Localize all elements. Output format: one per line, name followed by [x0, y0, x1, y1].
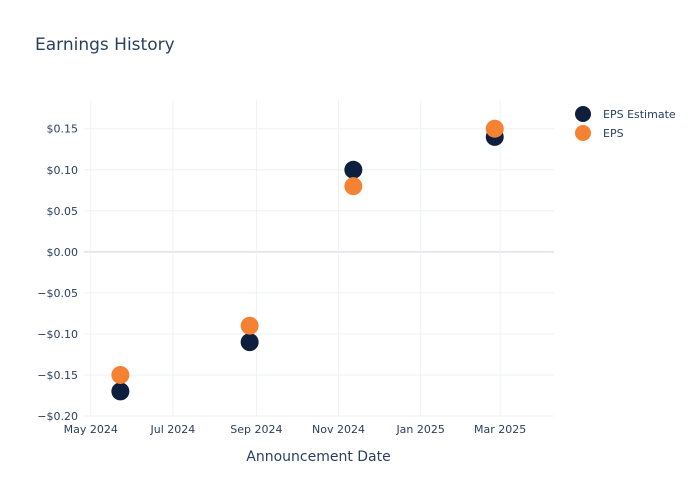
x-tick-label: Nov 2024 — [312, 423, 365, 436]
legend-marker — [575, 125, 591, 141]
data-point-eps-estimate[interactable] — [240, 333, 259, 352]
y-tick-label: $0.05 — [47, 205, 79, 218]
data-point-eps[interactable] — [344, 177, 363, 196]
grid-layer — [84, 100, 554, 417]
y-tick-label: −$0.20 — [37, 410, 78, 423]
x-tick-label: May 2024 — [64, 423, 118, 436]
x-tick-label: Sep 2024 — [230, 423, 282, 436]
legend[interactable]: EPS Estimate EPS — [575, 106, 676, 141]
y-tick-label: $0.15 — [47, 123, 79, 136]
data-point-eps[interactable] — [111, 365, 130, 384]
y-tick-label: −$0.05 — [37, 287, 78, 300]
data-points — [111, 119, 504, 401]
x-tick-labels: May 2024 Jul 2024 Sep 2024 Nov 2024 Jan 2025… — [64, 423, 527, 436]
data-point-eps[interactable] — [240, 316, 259, 335]
y-tick-label: $0.00 — [47, 246, 79, 259]
legend-item-eps-estimate[interactable]: EPS Estimate — [575, 106, 676, 122]
x-tick-label: Mar 2025 — [474, 423, 526, 436]
y-tick-label: $0.10 — [47, 164, 79, 177]
data-point-eps[interactable] — [485, 119, 504, 138]
y-tick-label: −$0.15 — [37, 369, 78, 382]
x-tick-label: Jan 2025 — [395, 423, 444, 436]
legend-item-eps[interactable]: EPS — [575, 125, 624, 141]
data-point-eps-estimate[interactable] — [111, 382, 130, 401]
y-tick-labels: $0.15 $0.10 $0.05 $0.00 −$0.05 −$0.10 −$0.15 −$… — [37, 123, 78, 423]
legend-label: EPS Estimate — [603, 108, 676, 121]
x-axis-title: Announcement Date — [246, 449, 390, 465]
y-tick-label: −$0.10 — [37, 328, 78, 341]
x-tick-label: Jul 2024 — [149, 423, 195, 436]
legend-label: EPS — [603, 127, 624, 140]
chart-title: Earnings History — [35, 35, 175, 55]
legend-marker — [575, 106, 591, 122]
data-point-eps-estimate[interactable] — [344, 160, 363, 179]
